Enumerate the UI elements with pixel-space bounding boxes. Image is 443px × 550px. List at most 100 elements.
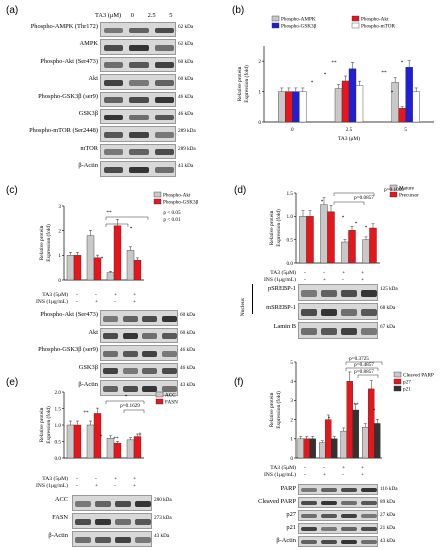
blot-label: p21 xyxy=(286,524,296,531)
significance-label: * xyxy=(311,80,314,86)
blot-image xyxy=(100,327,178,344)
blot-kda: 289 kDa xyxy=(178,145,196,152)
chart-b: 0 1 2 Relative protein Expression (fold) 0 2.5… xyxy=(237,15,434,142)
blot-kda: 46 kDa xyxy=(180,347,196,354)
blot-band xyxy=(104,27,124,34)
blot-band xyxy=(321,527,337,532)
blot-image xyxy=(72,513,152,529)
blot-band xyxy=(75,500,91,507)
blot-label: Phospho-GSK3β (ser9) xyxy=(38,92,98,100)
significance-label: ** xyxy=(83,410,89,416)
y-axis-title-line1: Relative protein xyxy=(237,66,243,101)
blot-band xyxy=(301,527,317,532)
treatment-sign: + xyxy=(133,476,137,482)
treatment-label: INS (1μg/mL) xyxy=(263,277,296,283)
blot-band xyxy=(129,27,149,34)
blot-label: β-Actin xyxy=(78,162,98,170)
significance-label: * xyxy=(401,60,404,66)
blot-kda: 60 kDa xyxy=(180,329,196,336)
blot-band xyxy=(103,368,119,375)
bar xyxy=(126,250,135,281)
bar xyxy=(331,438,338,459)
x-tick-label: 2.5 xyxy=(346,127,353,133)
y-tick-label: 1 xyxy=(58,253,61,259)
bar xyxy=(113,442,122,459)
significance-label: * xyxy=(391,90,394,96)
blot-image xyxy=(100,22,176,38)
treatment-sign: - xyxy=(76,299,78,305)
blot-band xyxy=(135,536,151,543)
y-axis-title-line2: Expression (fold) xyxy=(45,406,52,444)
treatment-label: TA3 (5μM) xyxy=(270,270,296,276)
y-tick-label: 2 xyxy=(258,59,261,65)
blot-label: mTOR xyxy=(80,144,98,152)
treatment-sign: + xyxy=(361,472,365,478)
treatment-sign: - xyxy=(304,465,306,471)
blot-kda: 62 kDa xyxy=(178,41,194,48)
nucleus-divider xyxy=(252,284,253,314)
y-tick-label: 1.0 xyxy=(287,214,294,220)
blot-band xyxy=(142,350,158,357)
blot-band xyxy=(122,315,138,322)
blot-band xyxy=(104,149,124,156)
legend-label: ACC xyxy=(165,393,176,399)
y-tick-label: 4 xyxy=(290,379,293,385)
bar xyxy=(133,260,142,281)
legend-label: Precursor xyxy=(399,193,419,199)
panel-a-dose-1: 2.5 xyxy=(147,12,156,19)
legend-swatch xyxy=(155,398,164,405)
bar xyxy=(341,241,349,264)
bar xyxy=(292,91,300,123)
y-tick-label: 1.5 xyxy=(55,406,62,412)
blot-image xyxy=(298,523,378,534)
y-axis-title-line2: Expression (fold) xyxy=(275,391,282,429)
blot-band xyxy=(142,315,158,322)
significance-label: # xyxy=(139,432,142,438)
bar xyxy=(306,216,314,264)
y-tick-label: 2.0 xyxy=(55,390,62,396)
legend-swatch xyxy=(153,191,162,198)
y-tick-label: 0 xyxy=(58,278,61,284)
treatment-sign: + xyxy=(323,277,327,283)
blot-band xyxy=(115,536,131,543)
blot-label: Lamin B xyxy=(273,323,296,330)
treatment-label: INS (1μg/mL) xyxy=(35,299,68,305)
blot-label: β-Actin xyxy=(78,381,98,389)
blot-band xyxy=(161,315,177,322)
y-axis-title-line1: Relative protein xyxy=(39,225,45,260)
treatment-sign: - xyxy=(304,277,306,283)
blot-kda: 273 kDa xyxy=(154,515,172,521)
blot-image xyxy=(100,56,176,73)
blot-label: Akt xyxy=(88,328,98,336)
blot-kda: 21 kDa xyxy=(380,525,396,531)
significance-bracket xyxy=(105,216,149,220)
significance-label: * xyxy=(324,72,327,78)
panel-a-header-label: TA3 (μM) xyxy=(95,12,122,19)
blot-band xyxy=(361,290,377,297)
y-axis-title: Relative protein Expression (fold) xyxy=(39,224,52,262)
bar xyxy=(285,91,293,123)
chart-f: 0 1 2 3 4 5 Relative protein Expression (fold) C… xyxy=(269,356,434,462)
treatment-sign: + xyxy=(361,277,365,283)
bar xyxy=(391,82,399,123)
blot-kda: 43 kDa xyxy=(380,538,396,544)
significance-bracket xyxy=(123,409,145,413)
bar xyxy=(73,424,82,459)
blot-band xyxy=(103,350,119,357)
blot-band xyxy=(321,501,337,506)
bar xyxy=(346,381,353,459)
blot-band xyxy=(142,368,158,375)
blot-band xyxy=(95,536,111,543)
blot-band xyxy=(301,540,317,545)
legend-swatch xyxy=(393,385,402,392)
blot-band xyxy=(129,166,149,173)
treatment-sign: - xyxy=(95,292,97,298)
bar xyxy=(86,424,95,459)
blot-band xyxy=(321,514,337,519)
treatment-label: TA3 (5μM) xyxy=(270,465,296,471)
y-axis-title-line2: Expression (fold) xyxy=(275,209,282,247)
legend-swatch xyxy=(389,191,398,198)
blot-band xyxy=(301,309,317,316)
significance-label: * xyxy=(365,225,368,231)
blot-band xyxy=(341,501,357,506)
